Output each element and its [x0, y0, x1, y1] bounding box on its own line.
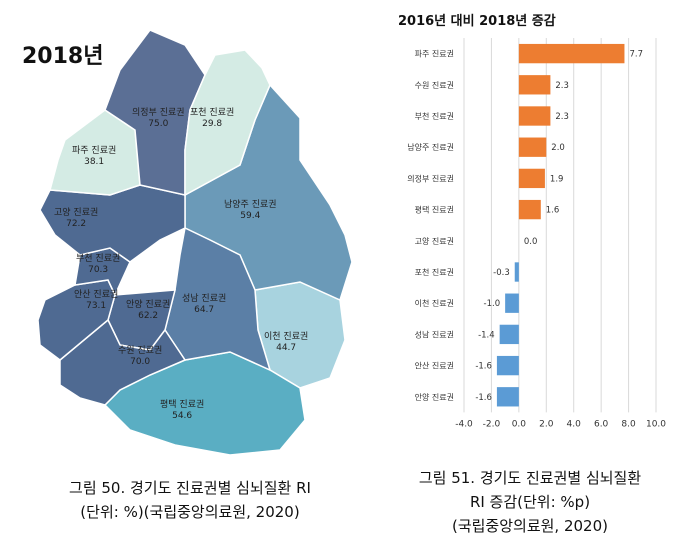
region-label-goyang: 고양 진료권 72.2: [54, 208, 98, 230]
region-name: 성남 진료권: [182, 294, 227, 304]
value-label: 7.7: [629, 50, 643, 60]
category-label: 부천 진료권: [415, 111, 454, 121]
region-value: 62.2: [138, 311, 159, 321]
region-label-anyang: 안양 진료권 62.2: [126, 300, 170, 322]
value-label: 2.3: [555, 81, 569, 91]
figure-caption-50: 그림 50. 경기도 진료권별 심뇌질환 RI (단위: %)(국립중앙의료원,…: [10, 476, 370, 524]
region-value: 59.4: [240, 211, 261, 221]
region-name: 남양주 진료권: [224, 200, 277, 210]
caption-line: (단위: %)(국립중앙의료원, 2020): [80, 503, 300, 521]
value-label: -1.4: [478, 330, 495, 340]
region-value: 44.7: [276, 343, 297, 353]
category-label: 성남 진료권: [415, 329, 454, 339]
category-label: 안양 진료권: [415, 392, 454, 402]
map-title: 2018년: [22, 44, 104, 69]
region-label-icheon: 이천 진료권 44.7: [264, 332, 308, 354]
x-tick-label: 4.0: [567, 419, 582, 429]
region-label-bucheon: 부천 진료권 70.3: [76, 254, 120, 276]
region-label-seongnam: 성남 진료권 64.7: [182, 294, 226, 316]
region-value: 75.0: [148, 119, 169, 129]
region-value: 70.3: [88, 265, 109, 275]
category-label: 안산 진료권: [415, 361, 454, 371]
value-label: -0.3: [493, 268, 510, 278]
region-label-pyeongtaek: 평택 진료권 54.6: [160, 400, 204, 422]
region-name: 의정부 진료권: [132, 108, 185, 118]
category-label: 의정부 진료권: [407, 173, 454, 183]
bar-chart: -4.0 -2.0 0.0 2.0 4.0 6.0 8.0 10.0 파주 진료권 7.7 수원 진…: [407, 38, 666, 429]
bar: [518, 43, 625, 64]
caption-line: RI 증감(단위: %p): [469, 493, 591, 511]
region-value: 72.2: [66, 219, 87, 229]
region-shape-suwon: [59, 318, 187, 406]
bar: [518, 168, 545, 189]
category-label: 포천 진료권: [415, 267, 454, 277]
region-name: 안양 진료권: [126, 300, 171, 310]
caption-line: 그림 50. 경기도 진료권별 심뇌질환 RI: [69, 479, 311, 497]
region-label-namyangju: 남양주 진료권 59.4: [224, 200, 277, 222]
region-label-pocheon: 포천 진료권 29.8: [190, 108, 234, 130]
value-label: -1.0: [484, 299, 501, 309]
region-label-suwon: 수원 진료권 70.0: [118, 346, 162, 368]
bar: [505, 293, 519, 313]
bar: [518, 137, 547, 157]
figure-caption-51: 그림 51. 경기도 진료권별 심뇌질환 RI 증감(단위: %p) (국립중앙…: [380, 466, 680, 538]
bar: [499, 324, 519, 345]
region-value: 64.7: [194, 305, 215, 315]
bar: [518, 75, 551, 95]
chart-title: 2016년 대비 2018년 증감: [398, 14, 556, 29]
caption-line: (국립중앙의료원, 2020): [451, 517, 608, 535]
value-label: -1.6: [475, 393, 492, 403]
value-label: 1.9: [550, 174, 564, 184]
region-name: 안산 진료권: [74, 290, 119, 300]
region-value: 73.1: [86, 301, 107, 311]
bar: [496, 387, 519, 407]
region-value: 29.8: [202, 119, 223, 129]
region-name: 수원 진료권: [118, 346, 163, 356]
bar: [518, 106, 551, 126]
x-tick-label: -4.0: [455, 419, 473, 429]
x-tick-label: -2.0: [483, 419, 501, 429]
region-label-paju: 파주 진료권 38.1: [72, 146, 116, 168]
region-name: 포천 진료권: [190, 108, 235, 118]
region-value: 70.0: [130, 357, 151, 367]
category-label: 이천 진료권: [415, 298, 454, 308]
gyeonggi-map-panel: 2018년 의정부 진료권 75.0 포천 진료권 29.8 파주 진료권 38…: [0, 0, 380, 470]
category-label: 수원 진료권: [415, 80, 454, 90]
value-label: 2.3: [555, 112, 569, 122]
region-label-uijeongbu: 의정부 진료권 75.0: [132, 108, 185, 130]
x-tick-label: 0.0: [512, 419, 527, 429]
x-tick-label: 8.0: [621, 419, 636, 429]
value-label: 2.0: [551, 143, 565, 153]
category-label: 파주 진료권: [415, 49, 454, 59]
x-tick-label: 6.0: [594, 419, 609, 429]
value-label: -1.6: [475, 362, 492, 372]
region-shape-pocheon: [184, 49, 271, 197]
region-name: 부천 진료권: [76, 254, 121, 264]
x-tick-label: 2.0: [539, 419, 554, 429]
region-label-ansan: 안산 진료권 73.1: [74, 290, 118, 312]
bar: [514, 262, 519, 282]
bar: [496, 355, 519, 376]
seoul-hole: [115, 228, 185, 295]
value-label: 0.0: [524, 237, 538, 247]
region-value: 54.6: [172, 411, 193, 421]
gyeonggi-map: [37, 29, 353, 456]
region-name: 고양 진료권: [54, 208, 99, 218]
category-label: 평택 진료권: [415, 205, 454, 215]
bar: [518, 199, 541, 220]
category-label: 남양주 진료권: [407, 142, 454, 152]
x-tick-label: 10.0: [646, 419, 666, 429]
region-name: 파주 진료권: [72, 146, 117, 156]
region-value: 38.1: [84, 157, 105, 167]
change-chart-panel: 2016년 대비 2018년 증감 -4.0 -2.0 0.0 2.0 4.0 6.0 8.…: [380, 0, 680, 460]
value-label: 1.6: [546, 206, 560, 216]
region-name: 평택 진료권: [160, 400, 205, 410]
category-label: 고양 진료권: [415, 236, 454, 246]
caption-line: 그림 51. 경기도 진료권별 심뇌질환: [418, 469, 642, 487]
region-name: 이천 진료권: [264, 332, 309, 342]
